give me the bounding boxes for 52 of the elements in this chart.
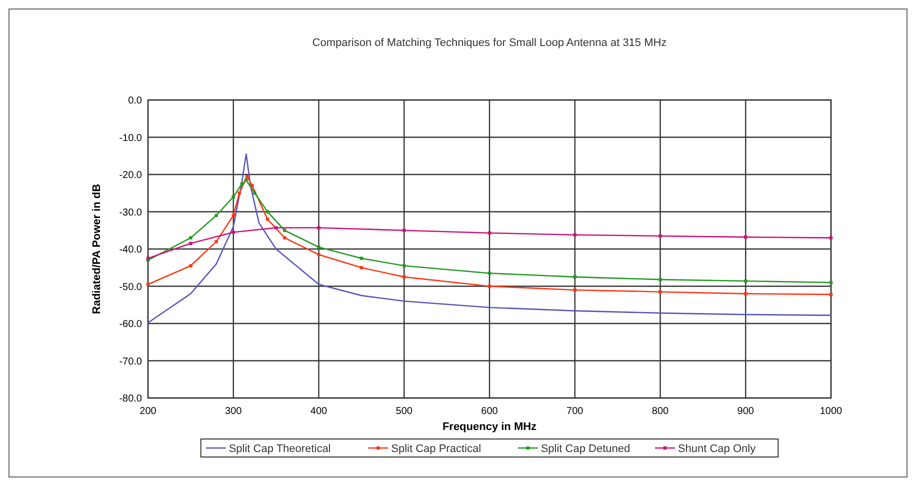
x-tick-label: 300 — [225, 406, 242, 417]
y-tick-label: -20.0 — [119, 170, 142, 181]
x-tick-label: 400 — [310, 406, 328, 417]
point — [488, 272, 492, 275]
point — [189, 236, 192, 240]
x-tick-label: 1000 — [820, 406, 843, 417]
legend-label: Shunt Cap Only — [678, 443, 756, 455]
x-tick-label: 600 — [481, 406, 498, 417]
point — [402, 264, 406, 268]
point — [266, 218, 270, 221]
point — [244, 178, 248, 182]
point — [744, 292, 748, 296]
point — [240, 182, 244, 186]
point — [360, 256, 364, 260]
point — [189, 264, 192, 268]
y-tick-label: 0.0 — [128, 96, 142, 106]
chart-title: Comparison of Matching Techniques for Small Loop Antenna at 315 MHz — [312, 37, 667, 49]
point — [266, 210, 270, 214]
line-series — [147, 153, 832, 324]
x-tick-label: 200 — [140, 406, 157, 417]
point — [658, 234, 662, 238]
point — [214, 240, 218, 244]
x-tick-label: 700 — [566, 406, 584, 417]
x-tick-label: 900 — [737, 406, 754, 417]
point — [658, 290, 662, 294]
x-tick-label: 500 — [396, 406, 413, 417]
point — [253, 192, 256, 195]
y-tick-label: -30.0 — [119, 207, 142, 218]
point — [829, 236, 833, 240]
x-tick-label: 800 — [652, 406, 670, 417]
point — [488, 284, 492, 288]
point — [283, 236, 286, 240]
y-tick-label: -50.0 — [119, 282, 142, 293]
legend-label: Split Cap Practical — [391, 443, 482, 455]
y-tick-label: -40.0 — [119, 244, 142, 256]
point — [189, 242, 192, 246]
point — [232, 230, 235, 234]
y-tick-label: -10.0 — [119, 132, 142, 144]
y-tick-label: -70.0 — [119, 356, 142, 368]
y-axis-title: Radiated/PA Power in dB — [91, 184, 103, 314]
x-axis-title: Frequency in MHz — [442, 421, 538, 433]
point — [317, 252, 320, 256]
y-tick-label: -80.0 — [119, 394, 142, 404]
point — [658, 278, 662, 282]
legend-label: Split Cap Theoretical — [228, 443, 331, 455]
point — [573, 233, 576, 236]
point — [214, 214, 218, 218]
point — [274, 226, 278, 230]
legend-label: Split Cap Detuned — [540, 443, 630, 455]
point — [317, 226, 320, 230]
y-tick-label: -60.0 — [119, 319, 142, 330]
point — [317, 246, 320, 249]
